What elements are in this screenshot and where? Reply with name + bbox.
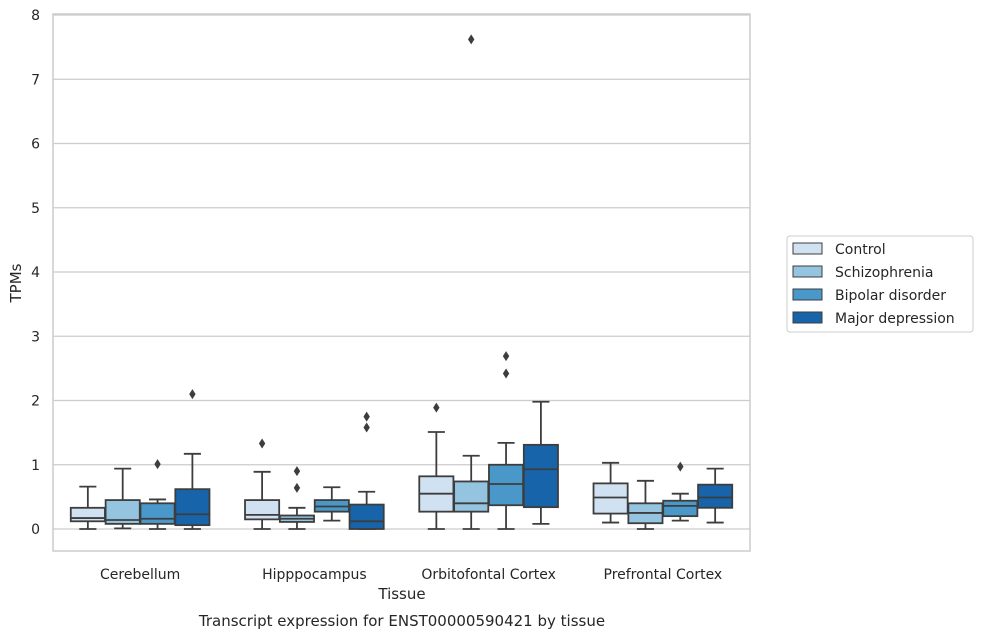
- iqr-box: [244, 499, 281, 521]
- box-bipolar-disorder: [139, 459, 176, 530]
- legend-swatch: [792, 311, 823, 324]
- box-bipolar-disorder: [662, 461, 699, 522]
- outlier-marker: [189, 389, 196, 400]
- y-tick-label: 0: [31, 522, 40, 538]
- y-tick-label: 1: [31, 458, 40, 474]
- box-schizophrenia: [278, 466, 315, 530]
- legend-frame: [786, 235, 974, 333]
- outlier-marker: [677, 461, 684, 472]
- outlier-marker: [363, 422, 370, 433]
- box-control: [69, 485, 106, 530]
- x-tick-labels: Cerebellum Hipppocampus Orbitofontal Corte…: [100, 567, 722, 583]
- iqr-box: [488, 463, 525, 507]
- legend-swatch: [792, 288, 823, 301]
- y-axis-title: TPMs: [7, 263, 25, 303]
- box-control: [244, 438, 281, 530]
- iqr-box: [522, 443, 559, 509]
- box-control: [592, 461, 629, 524]
- iqr-box: [697, 483, 734, 509]
- box-major-depression: [348, 411, 385, 530]
- y-tick-label: 5: [31, 201, 40, 217]
- outlier-marker: [293, 482, 301, 493]
- x-axis-title: Tissue: [377, 585, 425, 603]
- iqr-box: [174, 488, 211, 527]
- y-tick-label: 7: [31, 72, 40, 88]
- box-series: [69, 34, 734, 530]
- plot-frame: [52, 13, 751, 552]
- legend-label: Major depression: [835, 311, 955, 327]
- y-tick-label: 8: [31, 8, 40, 24]
- outlier-marker: [363, 411, 370, 422]
- outlier-marker: [154, 459, 161, 470]
- outlier-marker: [502, 368, 510, 379]
- legend-swatch: [792, 242, 823, 255]
- legend-label: Bipolar disorder: [835, 288, 946, 304]
- box-control: [418, 402, 455, 530]
- x-tick-label: Hipppocampus: [262, 567, 367, 583]
- y-tick-label: 4: [31, 265, 40, 281]
- iqr-box: [348, 503, 385, 530]
- legend-label: Schizophrenia: [835, 265, 933, 281]
- box-major-depression: [522, 400, 559, 525]
- iqr-box: [139, 502, 176, 525]
- outlier-marker: [502, 351, 510, 362]
- outlier-marker: [433, 402, 440, 413]
- box-major-depression: [174, 389, 211, 530]
- y-tick-labels: 0 1 2 3 4 5 6 7 8: [31, 8, 40, 538]
- gridlines: [53, 14, 750, 530]
- x-tick-label: Cerebellum: [100, 567, 180, 583]
- legend-label: Control: [835, 242, 886, 258]
- outlier-marker: [293, 466, 301, 477]
- iqr-box: [69, 506, 106, 523]
- box-major-depression: [697, 467, 734, 524]
- y-tick-label: 3: [31, 329, 40, 345]
- legend-swatch: [792, 265, 823, 278]
- x-tick-label: Prefrontal Cortex: [604, 567, 723, 583]
- outlier-marker: [258, 438, 266, 449]
- plot-background: [53, 14, 750, 551]
- x-tick-label: Orbitofontal Cortex: [421, 567, 556, 583]
- legend: Control Schizophrenia Bipolar disorder Majo…: [786, 235, 974, 333]
- box-bipolar-disorder: [488, 351, 525, 530]
- box-schizophrenia: [453, 34, 490, 530]
- y-tick-label: 2: [31, 394, 40, 410]
- iqr-box: [662, 499, 699, 518]
- outlier-marker: [468, 34, 475, 45]
- y-tick-label: 6: [31, 137, 40, 153]
- iqr-box: [592, 482, 629, 515]
- iqr-box: [453, 480, 490, 513]
- chart-caption: Transcript expression for ENST0000059042…: [198, 612, 605, 630]
